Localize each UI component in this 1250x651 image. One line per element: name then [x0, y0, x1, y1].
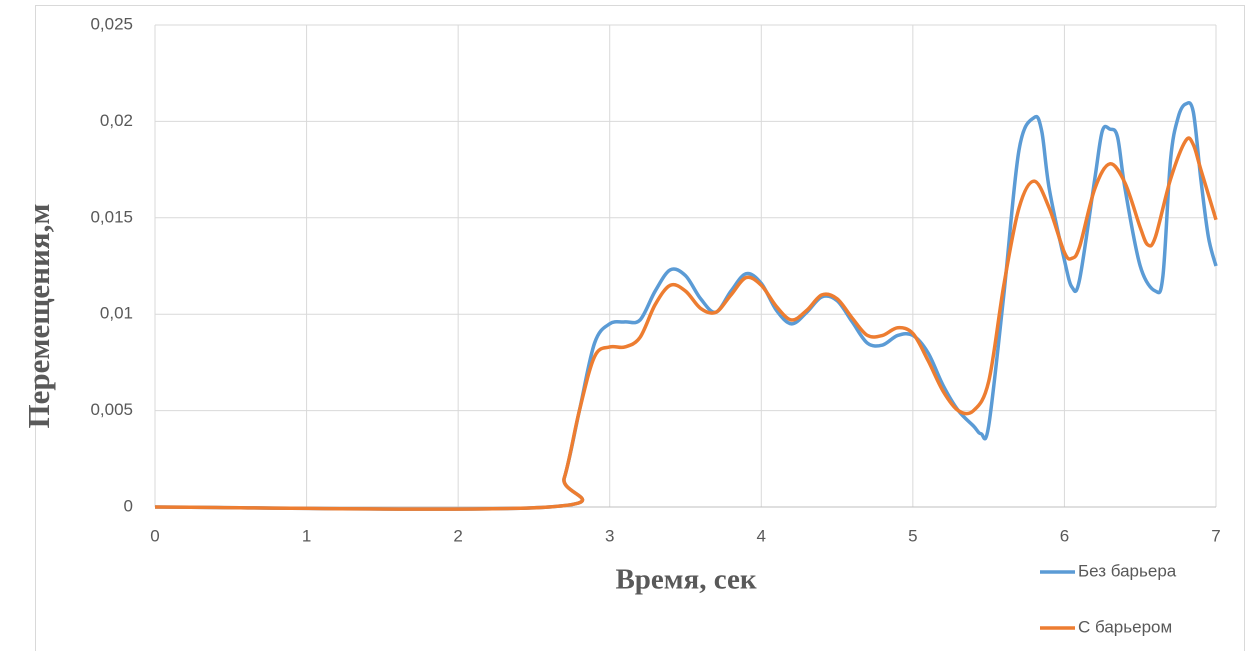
- x-tick-label: 5: [908, 526, 917, 545]
- series-line: [154, 136, 1218, 511]
- x-tick-label: 2: [453, 526, 462, 545]
- x-axis-title: Время, сек: [615, 564, 756, 596]
- y-tick-label: 0,02: [100, 111, 133, 130]
- x-tick-label: 7: [1211, 526, 1220, 545]
- legend-label: Без барьера: [1078, 561, 1177, 580]
- y-tick-label: 0,005: [90, 400, 133, 419]
- y-tick-label: 0: [124, 496, 133, 515]
- y-axis-title: Перемещения,м: [21, 203, 56, 428]
- x-tick-label: 6: [1060, 526, 1069, 545]
- y-tick-label: 0,015: [90, 207, 133, 226]
- series-line: [154, 101, 1218, 511]
- x-tick-label: 1: [302, 526, 311, 545]
- y-tick-label: 0,025: [90, 14, 133, 33]
- y-tick-label: 0,01: [100, 304, 133, 323]
- chart-border: [35, 5, 1245, 651]
- legend-label: С барьером: [1078, 617, 1172, 636]
- x-tick-label: 0: [150, 526, 159, 545]
- x-tick-label: 3: [605, 526, 614, 545]
- x-tick-label: 4: [757, 526, 766, 545]
